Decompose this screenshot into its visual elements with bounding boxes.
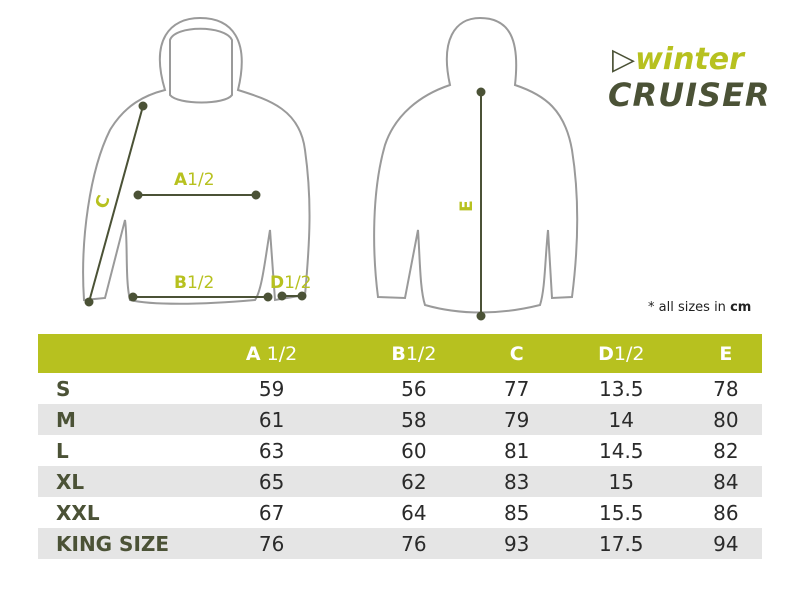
hoodie-diagrams bbox=[82, 16, 579, 321]
measurement-cell: 77 bbox=[503, 376, 530, 401]
logo-arrow-icon: ▷ bbox=[612, 42, 636, 77]
column-header: C bbox=[509, 342, 524, 365]
measurement-cell: 15.5 bbox=[599, 500, 644, 525]
size-label: XL bbox=[56, 469, 85, 494]
size-label: S bbox=[56, 376, 71, 401]
measurement-cell: 15 bbox=[608, 469, 634, 494]
measurement-cell: 58 bbox=[401, 407, 427, 432]
measure-label-b: B1/2 bbox=[174, 273, 215, 293]
measurement-cell: 76 bbox=[258, 531, 285, 556]
table-row: XXL 67 64 85 15.5 86 bbox=[38, 497, 762, 528]
measurement-cell: 79 bbox=[503, 407, 530, 432]
column-header: B1/2 bbox=[391, 342, 437, 365]
measurement-cell: 85 bbox=[503, 500, 530, 525]
measure-label-e: E bbox=[456, 200, 477, 212]
measurement-cell: 80 bbox=[713, 407, 739, 432]
measurement-cell: 76 bbox=[401, 531, 427, 556]
front-hoodie-outline bbox=[82, 16, 311, 305]
measurement-cell: 64 bbox=[401, 500, 427, 525]
measurement-cell: 86 bbox=[713, 500, 739, 525]
measure-label-a: A1/2 bbox=[174, 170, 215, 190]
column-header: A 1/2 bbox=[245, 342, 298, 365]
measurement-cell: 84 bbox=[713, 469, 739, 494]
table-header-row: A 1/2 B1/2 C D1/2 E bbox=[38, 334, 762, 373]
column-header bbox=[38, 334, 196, 373]
measurement-cell: 63 bbox=[258, 438, 285, 463]
measurement-cell: 82 bbox=[713, 438, 739, 463]
logo-winter: ▷winter bbox=[612, 42, 744, 77]
measurement-cell: 65 bbox=[258, 469, 285, 494]
measurement-cell: 56 bbox=[401, 376, 427, 401]
table-row: M 61 58 79 14 80 bbox=[38, 404, 762, 435]
measurement-cell: 14 bbox=[608, 407, 634, 432]
measurement-cell: 81 bbox=[503, 438, 530, 463]
measurement-cell: 17.5 bbox=[599, 531, 644, 556]
measurement-cell: 59 bbox=[258, 376, 285, 401]
table-row: KING SIZE 76 76 93 17.5 94 bbox=[38, 528, 762, 559]
table-row: XL 65 62 83 15 84 bbox=[38, 466, 762, 497]
table-row: L 63 60 81 14.5 82 bbox=[38, 435, 762, 466]
measurement-cell: 83 bbox=[503, 469, 530, 494]
measurement-cell: 60 bbox=[401, 438, 427, 463]
column-header: D1/2 bbox=[598, 342, 645, 365]
measurement-cell: 61 bbox=[258, 407, 285, 432]
logo-cruiser: CRUISER bbox=[608, 76, 771, 114]
measurement-cell: 62 bbox=[401, 469, 427, 494]
measurement-cell: 94 bbox=[713, 531, 739, 556]
back-hoodie-outline bbox=[373, 16, 579, 314]
measurement-cell: 14.5 bbox=[599, 438, 644, 463]
measurement-cell: 67 bbox=[258, 500, 285, 525]
measurement-cell: 78 bbox=[713, 376, 739, 401]
size-table: A 1/2 B1/2 C D1/2 E S 59 56 77 13.5 78 M 61 58 79 14 80… bbox=[38, 334, 762, 559]
units-note: * all sizes in cm bbox=[648, 300, 752, 315]
table-row: S 59 56 77 13.5 78 bbox=[38, 373, 762, 404]
size-label: M bbox=[56, 407, 76, 432]
measure-label-d: D1/2 bbox=[270, 273, 312, 293]
measurement-lines bbox=[84, 87, 486, 321]
measurement-cell: 13.5 bbox=[599, 376, 644, 401]
column-header: E bbox=[719, 342, 733, 365]
measurement-cell: 93 bbox=[503, 531, 530, 556]
size-label: L bbox=[56, 438, 69, 463]
size-label: KING SIZE bbox=[56, 531, 170, 556]
size-label: XXL bbox=[56, 500, 100, 525]
